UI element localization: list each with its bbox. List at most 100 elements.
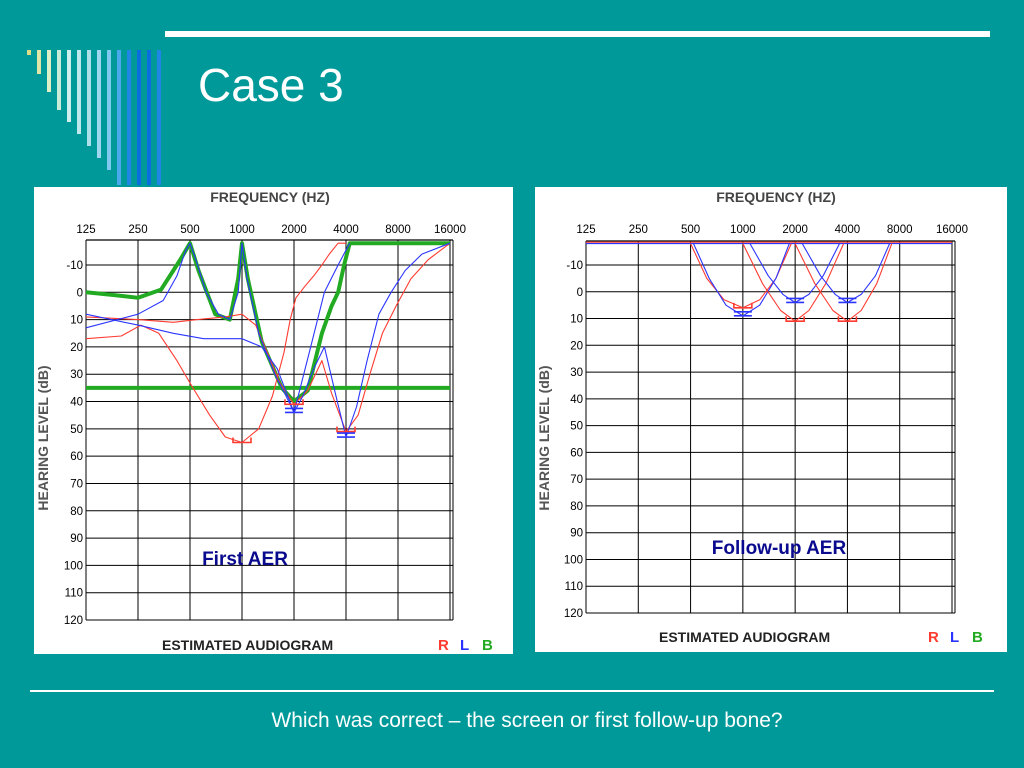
chart-first-aer-y-tick-label: 110 <box>65 588 83 600</box>
chart-first-aer-threshold-L <box>285 407 303 414</box>
stripe-9 <box>117 50 121 185</box>
chart-follow-up-aer-annotation: Follow-up AER <box>712 538 847 559</box>
chart-first-aer-x-tick-label: 125 <box>76 224 95 236</box>
chart-first-aer-threshold-R <box>284 399 304 406</box>
chart-follow-up-aer-y-tick-label: 90 <box>570 528 583 540</box>
chart-first-aer-series-group <box>85 241 451 444</box>
chart-follow-up-aer-y-tick-label: 50 <box>570 421 583 433</box>
chart-first-aer-x-tick-label: 4000 <box>333 224 359 236</box>
chart-first-aer-legend-B: B <box>482 637 493 654</box>
stripe-11 <box>137 50 141 185</box>
chart-first-aer-x-axis-label: ESTIMATED AUDIOGRAM <box>162 637 333 653</box>
chart-follow-up-aer-x-tick-label: 500 <box>681 224 700 236</box>
chart-follow-up-aer-threshold-L <box>733 311 752 317</box>
chart-first-aer-threshold-R <box>232 437 252 444</box>
chart-first-aer-threshold-L <box>337 432 355 438</box>
chart-first-aer-y-tick-label: 70 <box>70 478 83 490</box>
chart-follow-up-aer-y-tick-label: 110 <box>565 581 583 593</box>
chart-follow-up-aer-y-tick-label: 20 <box>570 340 583 352</box>
stripe-10 <box>127 50 131 185</box>
stripe-3 <box>57 50 61 110</box>
chart-follow-up-aer-threshold-L <box>838 297 857 304</box>
chart-first-aer-y-tick-label: 120 <box>64 615 83 627</box>
chart-follow-up-aer-series-R-5 <box>742 243 845 322</box>
chart-follow-up-aer-y-tick-label: 100 <box>564 554 583 566</box>
chart-first-aer-y-tick-label: 40 <box>70 397 83 409</box>
chart-follow-up-aer-y-tick-label: 120 <box>564 608 583 620</box>
chart-follow-up-aer-series-R-2 <box>690 243 792 309</box>
chart-follow-up-aer-y-tick-label: 80 <box>570 501 583 513</box>
chart-first-aer-x-tick-label: 1000 <box>229 224 255 236</box>
chart-first-aer-annotation: First AER <box>202 549 288 570</box>
chart-follow-up-aer-series-L-6 <box>801 243 891 304</box>
chart-follow-up-aer-y-tick-label: -10 <box>566 260 583 272</box>
footer-rule <box>30 690 994 692</box>
question-text: Which was correct – the screen or first … <box>271 709 783 732</box>
stripe-12 <box>147 50 151 185</box>
chart-first-aer-series-B-0 <box>85 241 450 404</box>
chart-first-aer-y-tick-label: 90 <box>70 533 83 545</box>
title-rule <box>165 31 990 37</box>
chart-follow-up-aer-y-tick-label: 30 <box>570 367 583 379</box>
chart-follow-up-aer-x-axis-label: ESTIMATED AUDIOGRAM <box>659 629 830 645</box>
first-aer-panel: FREQUENCY (HZ) 125 250 500 1000 2000 4000 8000 1… <box>34 187 513 654</box>
chart-follow-up-aer-x-tick-label: 4000 <box>835 224 861 236</box>
chart-first-aer-threshold-R <box>336 426 356 433</box>
decorative-stripes <box>27 50 161 185</box>
chart-first-aer-y-tick-label: 30 <box>70 369 83 381</box>
chart-first-aer-title: FREQUENCY (HZ) <box>210 189 330 205</box>
stripe-6 <box>87 50 91 146</box>
chart-follow-up-aer-threshold-R <box>837 316 858 323</box>
chart-first-aer-y-tick-label: 20 <box>70 342 83 354</box>
chart-first-aer-series-L-5 <box>85 242 351 414</box>
stripe-13 <box>157 50 161 185</box>
follow-up-aer-panel: FREQUENCY (HZ) 125 250 500 1000 2000 4000 8000 1… <box>535 187 1007 652</box>
chart-first-aer-x-tick-label: 250 <box>128 224 147 236</box>
stripe-8 <box>107 50 111 170</box>
chart-follow-up-aer-x-tick-label: 2000 <box>782 224 808 236</box>
chart-first-aer-y-tick-label: 80 <box>70 506 83 518</box>
chart-follow-up-aer-title: FREQUENCY (HZ) <box>716 189 836 205</box>
chart-follow-up-aer-x-tick-label: 250 <box>629 224 648 236</box>
chart-follow-up-aer-x-tick-label: 16000 <box>936 224 968 236</box>
chart-follow-up-aer-y-tick-label: 70 <box>570 474 583 486</box>
chart-follow-up-aer-legend-B: B <box>972 629 983 646</box>
chart-first-aer-series-L-4 <box>85 242 451 438</box>
chart-first-aer-y-axis-label: HEARING LEVEL (dB) <box>35 365 51 510</box>
stripe-2 <box>47 50 51 92</box>
slide-title: Case 3 <box>198 59 344 111</box>
chart-first-aer-legend-R: R <box>438 637 449 654</box>
chart-first-aer-x-tick-label: 8000 <box>385 224 411 236</box>
chart-follow-up-aer-threshold-L <box>786 297 805 304</box>
chart-follow-up-aer-series-group <box>586 241 952 322</box>
chart-first-aer-x-tick-label: 16000 <box>434 224 466 236</box>
chart-first-aer-series-R-2 <box>85 242 346 444</box>
chart-first-aer-x-tick-label: 2000 <box>281 224 307 236</box>
chart-first-aer-x-tick-label: 500 <box>180 224 199 236</box>
first-aer-audiogram: FREQUENCY (HZ) 125 250 500 1000 2000 4000 8000 1… <box>35 189 493 654</box>
stripe-4 <box>67 50 71 122</box>
stripe-7 <box>97 50 101 158</box>
chart-follow-up-aer-x-tick-label: 1000 <box>730 224 756 236</box>
chart-follow-up-aer-x-tick-label: 125 <box>576 224 595 236</box>
chart-first-aer-y-tick-label: -10 <box>66 260 83 272</box>
chart-follow-up-aer-legend-R: R <box>928 629 939 646</box>
chart-first-aer-y-tick-label: 10 <box>70 315 83 327</box>
chart-follow-up-aer-threshold-R <box>733 302 753 309</box>
chart-first-aer-y-tick-label: 60 <box>70 451 83 463</box>
chart-first-aer-y-tick-label: 50 <box>70 424 83 436</box>
stripe-0 <box>27 50 31 55</box>
chart-follow-up-aer-threshold-R <box>785 316 805 323</box>
chart-follow-up-aer-y-tick-label: 60 <box>570 447 583 459</box>
chart-first-aer-y-tick-label: 100 <box>64 560 83 572</box>
stripe-1 <box>37 50 41 74</box>
chart-follow-up-aer-y-tick-label: 0 <box>577 287 583 299</box>
follow-up-aer-audiogram: FREQUENCY (HZ)125 250 500 1000 2000 4000 8000 1… <box>536 189 983 646</box>
chart-follow-up-aer-y-tick-label: 40 <box>570 394 583 406</box>
chart-first-aer-series-R-3 <box>85 242 451 433</box>
chart-follow-up-aer-legend-L: L <box>950 629 959 646</box>
chart-first-aer-legend-L: L <box>460 637 469 654</box>
chart-follow-up-aer-x-tick-label: 8000 <box>887 224 913 236</box>
stripe-5 <box>77 50 81 134</box>
chart-follow-up-aer-y-tick-label: 10 <box>570 314 583 326</box>
